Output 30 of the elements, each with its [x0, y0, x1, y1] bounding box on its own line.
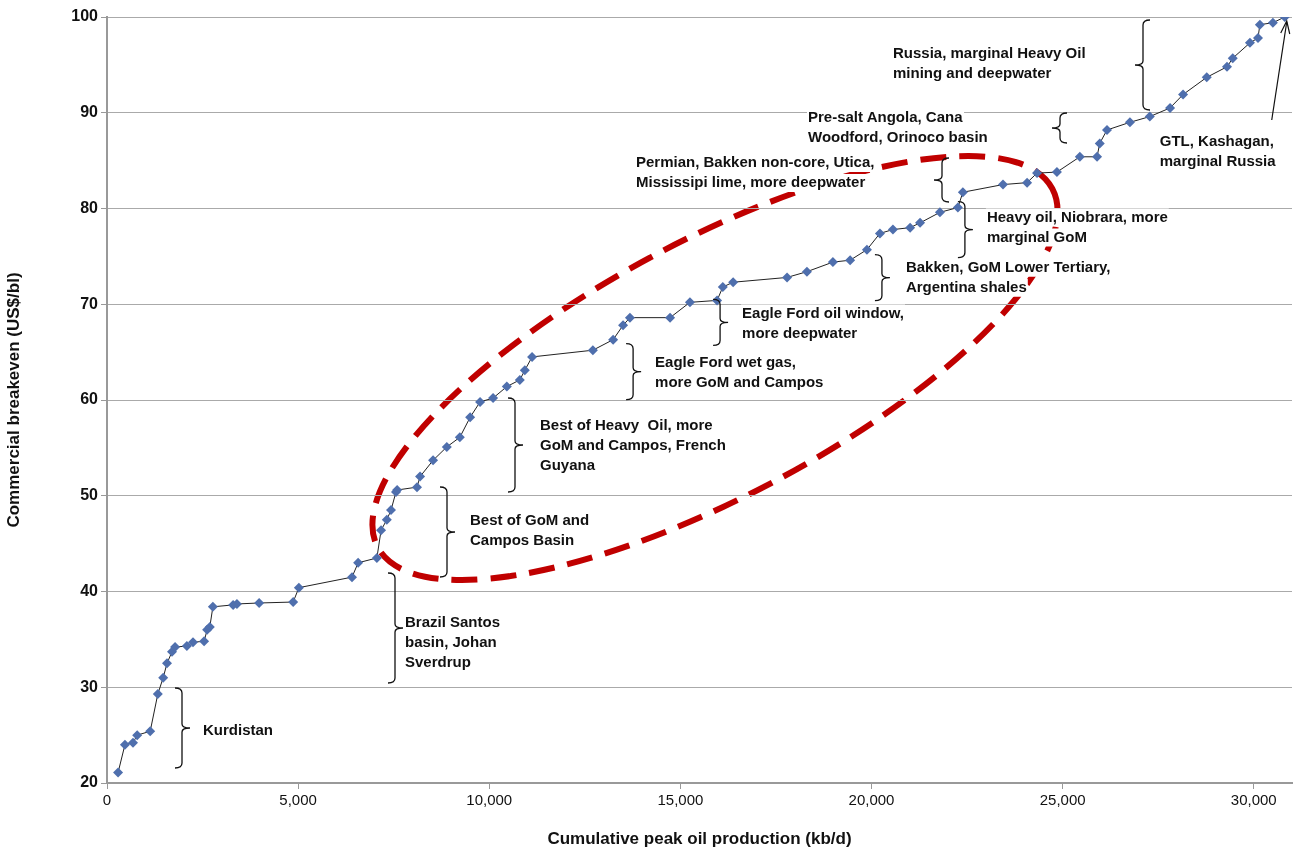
x-tick-label: 20,000 — [848, 791, 895, 809]
annotation: Permian, Bakken non-core, Utica, Mississipi lime, more deepwater — [636, 153, 875, 191]
annotation: Heavy oil, Niobrara, more marginal GoM — [986, 207, 1168, 245]
y-tick-label: 60 — [80, 390, 99, 408]
annotation: Best of Heavy Oil, more GoM and Campos, French Guyana — [540, 416, 726, 474]
y-tick-label: 90 — [80, 103, 99, 121]
annotation: Bakken, GoM Lower Tertiary, Argentina shales — [905, 257, 1111, 295]
annotation: Russia, marginal Heavy Oil mining and deepwater — [893, 44, 1086, 82]
y-tick-label: 50 — [80, 486, 99, 504]
annotation: GTL, Kashagan, marginal Russia — [1159, 132, 1277, 170]
x-tick-label: 15,000 — [657, 791, 704, 809]
x-tick-label: 25,000 — [1039, 791, 1086, 809]
annotation: Best of GoM and Campos Basin — [470, 511, 590, 549]
annotation: Eagle Ford oil window, more deepwater — [742, 303, 905, 341]
y-tick-label: 20 — [80, 773, 99, 791]
x-tick-label: 0 — [102, 791, 112, 809]
x-tick-label: 10,000 — [466, 791, 513, 809]
x-axis-title: Cumulative peak oil production (kb/d) — [547, 829, 852, 849]
x-tick-label: 5,000 — [279, 791, 317, 809]
x-tick-label: 30,000 — [1230, 791, 1277, 809]
y-tick-label: 30 — [80, 677, 99, 695]
y-tick-label: 100 — [71, 7, 99, 25]
annotation: Eagle Ford wet gas, more GoM and Campos — [655, 352, 824, 390]
y-tick-label: 40 — [80, 581, 99, 599]
annotation: Brazil Santos basin, Johan Sverdrup — [405, 613, 501, 671]
y-tick-label: 80 — [80, 198, 99, 216]
annotation: Kurdistan — [203, 721, 274, 739]
y-axis-title: Commercial breakeven (US$/bl) — [3, 272, 23, 528]
annotation: Pre-salt Angola, Cana Woodford, Orinoco basin — [808, 108, 988, 146]
y-tick-label: 70 — [80, 294, 99, 312]
